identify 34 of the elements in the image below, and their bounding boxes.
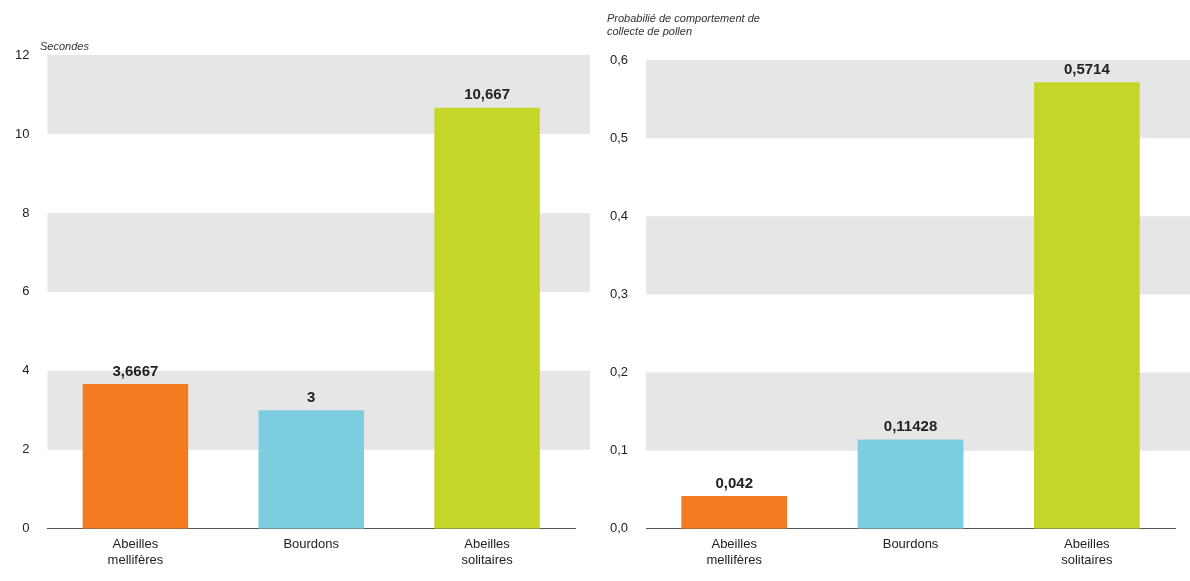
bar xyxy=(258,410,364,529)
y-tick-label: 0,1 xyxy=(609,442,629,458)
x-tick-label: Abeilles solitaires xyxy=(1061,536,1113,567)
y-tick-label: 10 xyxy=(14,125,30,141)
y-tick-label: 0,4 xyxy=(609,207,629,223)
bar xyxy=(681,495,788,529)
x-tick-label: Abeilles mellifères xyxy=(107,536,164,567)
y-tick-label: 8 xyxy=(22,204,30,220)
y-tick-label: 0,5 xyxy=(609,129,629,145)
x-tick-label: Bourdons xyxy=(882,536,939,552)
data-label: 3 xyxy=(307,387,316,405)
y-tick-label: 12 xyxy=(14,46,30,62)
y-tick-label: 2 xyxy=(22,441,30,457)
y-tick-label: 4 xyxy=(22,362,30,378)
bar xyxy=(857,439,964,529)
y-tick-label: 0,2 xyxy=(609,364,629,380)
data-label: 0,042 xyxy=(715,473,753,491)
bar xyxy=(434,107,540,529)
bar xyxy=(82,384,189,529)
x-tick-label: Abeilles solitaires xyxy=(461,536,514,567)
x-tick-label: Bourdons xyxy=(283,536,340,552)
y-tick-label: 0,0 xyxy=(609,520,629,536)
data-label: 3,6667 xyxy=(112,361,159,379)
y-tick-label: 0 xyxy=(22,520,30,536)
y-tick-label: 0,6 xyxy=(609,51,629,67)
bar xyxy=(1033,82,1140,529)
data-label: 0,5714 xyxy=(1063,59,1111,77)
data-label: 0,11428 xyxy=(883,417,938,435)
y-axis-title: Probabilié de comportement de collecte de pollen xyxy=(607,12,761,38)
data-label: 10,667 xyxy=(464,85,511,103)
x-tick-label: Abeilles mellifères xyxy=(706,536,763,567)
y-tick-label: 6 xyxy=(22,283,30,299)
y-axis-title: Secondes xyxy=(40,40,89,53)
y-tick-label: 0,3 xyxy=(609,285,629,301)
